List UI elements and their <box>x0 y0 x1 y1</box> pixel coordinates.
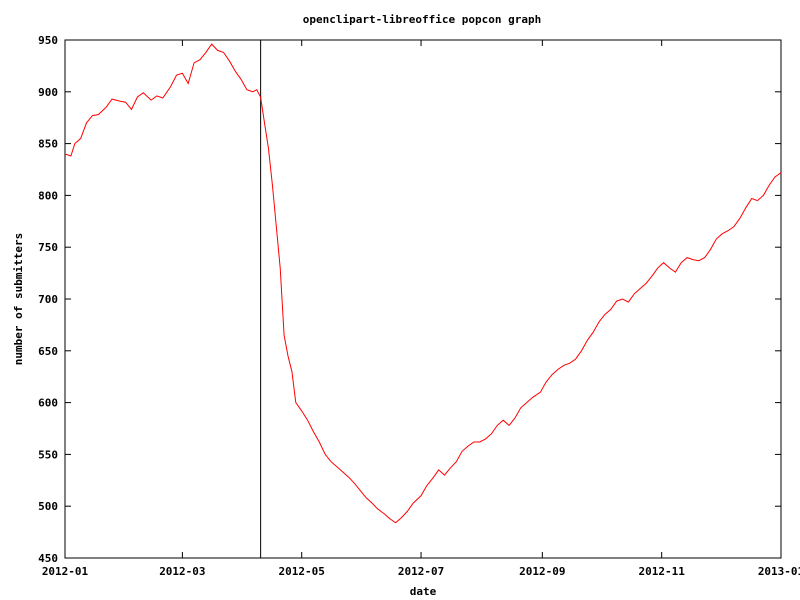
plot-area-frame <box>64 39 782 559</box>
x-tick-label: 2012-11 <box>638 565 685 578</box>
x-tick-label: 2012-03 <box>159 565 205 578</box>
x-tick-label: 2013-01 <box>758 565 800 578</box>
y-tick-label: 900 <box>38 86 58 99</box>
x-tick-label: 2012-09 <box>519 565 565 578</box>
y-tick-label: 850 <box>38 138 58 151</box>
y-tick-label: 700 <box>38 293 58 306</box>
x-tick-label: 2012-01 <box>42 565 89 578</box>
x-axis-ticks: 2012-01 2012-03 2012-05 2012-07 2012-09 2012-… <box>42 40 800 578</box>
y-axis-label: number of submitters <box>12 233 25 365</box>
y-tick-label: 800 <box>38 189 58 202</box>
y-axis-ticks: 450 500 550 600 650 700 750 800 850 900 950 <box>38 34 781 565</box>
y-tick-label: 450 <box>38 552 58 565</box>
y-tick-label: 650 <box>38 345 58 358</box>
y-tick-label: 750 <box>38 241 58 254</box>
y-tick-label: 550 <box>38 448 58 461</box>
x-tick-label: 2012-07 <box>398 565 444 578</box>
x-tick-label: 2012-05 <box>279 565 325 578</box>
chart-title: openclipart-libreoffice popcon graph <box>303 13 541 26</box>
x-axis-label: date <box>410 585 437 598</box>
y-tick-label: 950 <box>38 34 58 47</box>
y-tick-label: 600 <box>38 397 58 410</box>
series-line <box>64 43 782 524</box>
y-tick-label: 500 <box>38 500 58 513</box>
